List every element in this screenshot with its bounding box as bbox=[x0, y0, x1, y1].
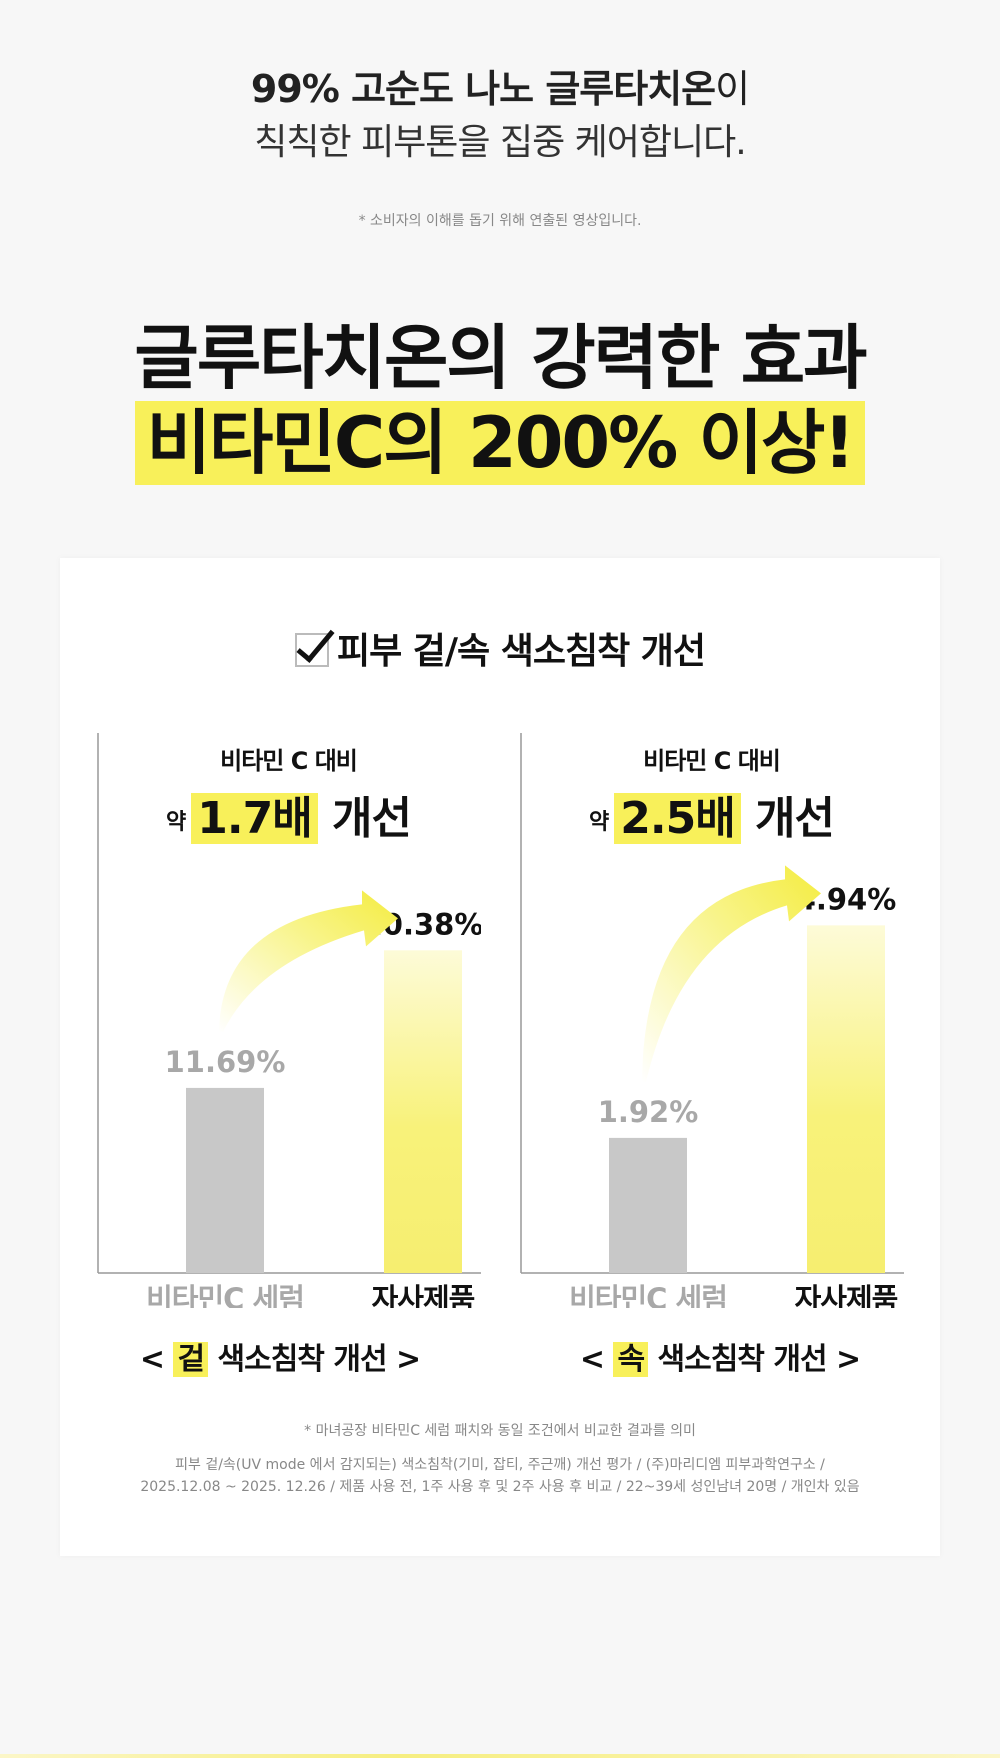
intro-rest: 이 bbox=[715, 67, 750, 111]
chart-panel-outer: 비타민 C 대비 약 1.7배 개선 11.69% 비타민C 세럼 20.38% 자사제… bbox=[96, 733, 481, 1308]
bottom-strip bbox=[0, 1754, 1000, 1758]
footnote-study: 피부 겉/속(UV mode 에서 감지되는) 색소침착(기미, 잡티, 주근깨… bbox=[100, 1454, 900, 1498]
headline-line1: 글루타치온의 강력한 효과 bbox=[134, 317, 867, 399]
about-label: 약 bbox=[166, 810, 186, 835]
intro-line2: 칙칙한 피부톤을 집중 케어합니다. bbox=[254, 122, 746, 163]
category-label: 자사제품 bbox=[372, 1282, 475, 1308]
category-label: 비타민C 세럼 bbox=[146, 1282, 304, 1308]
caption-highlight: 겉 bbox=[173, 1342, 209, 1377]
panel-head: 비타민 C 대비 약 1.7배 개선 bbox=[96, 741, 481, 846]
results-card: 피부 겉/속 색소침착 개선 비타민 C 대비 약 1.7배 개선 11.69% 비… bbox=[60, 558, 940, 1556]
headline-line2: 비타민C의 200% 이상! bbox=[134, 401, 866, 485]
panel-sub: 비타민 C 대비 bbox=[643, 747, 781, 775]
category-label: 자사제품 bbox=[795, 1282, 898, 1308]
caption-inner: < 속 색소침착 개선 > bbox=[500, 1334, 940, 1378]
category-label: 비타민C 세럼 bbox=[569, 1282, 727, 1308]
caption-pre: < bbox=[139, 1342, 174, 1377]
caption-post: 색소침착 개선 > bbox=[648, 1342, 862, 1377]
chart-inner: 1.92%비타민C 세럼4.94%자사제품 bbox=[520, 733, 904, 1308]
improve-label: 개선 bbox=[755, 793, 835, 844]
multiplier-badge: 1.7배 bbox=[191, 793, 318, 844]
caption-post: 색소침착 개선 > bbox=[208, 1342, 422, 1377]
bar-vitamin-c bbox=[186, 1087, 264, 1273]
intro-line1: 99% 고순도 나노 글루타치온이 bbox=[0, 62, 1000, 116]
headline: 글루타치온의 강력한 효과 비타민C의 200% 이상! bbox=[0, 315, 1000, 485]
multiplier-badge: 2.5배 bbox=[614, 793, 741, 844]
intro-bold: 99% 고순도 나노 글루타치온 bbox=[250, 67, 716, 111]
card-title: 피부 겉/속 색소침착 개선 bbox=[60, 622, 940, 674]
data-label: 1.92% bbox=[598, 1095, 699, 1129]
caption-pre: < bbox=[579, 1342, 614, 1377]
caption-outer: < 겉 색소침착 개선 > bbox=[60, 1334, 500, 1378]
bar-own-product bbox=[384, 950, 462, 1273]
growth-arrow-icon bbox=[642, 865, 821, 1082]
growth-arrow-icon bbox=[219, 890, 398, 1032]
footnote-study-line2: 2025.12.08 ~ 2025. 12.26 / 제품 사용 전, 1주 사… bbox=[140, 1479, 860, 1495]
bar-own-product bbox=[807, 925, 885, 1273]
intro: 99% 고순도 나노 글루타치온이 칙칙한 피부톤을 집중 케어합니다. * 소… bbox=[0, 62, 1000, 230]
chart-panel-inner: 비타민 C 대비 약 2.5배 개선 1.92% 비타민C 세럼 4.94% 자사제품 bbox=[519, 733, 904, 1308]
footnote-study-line1: 피부 겉/속(UV mode 에서 감지되는) 색소침착(기미, 잡티, 주근깨… bbox=[175, 1457, 825, 1473]
checkbox-icon bbox=[295, 633, 330, 667]
data-label: 11.69% bbox=[165, 1045, 286, 1079]
card-title-text: 피부 겉/속 색소침착 개선 bbox=[337, 631, 706, 672]
panel-head: 비타민 C 대비 약 2.5배 개선 bbox=[519, 741, 904, 846]
panel-main: 약 2.5배 개선 bbox=[519, 782, 904, 846]
caption-highlight: 속 bbox=[613, 1342, 649, 1377]
panel-main: 약 1.7배 개선 bbox=[96, 782, 481, 846]
panel-sub: 비타민 C 대비 bbox=[220, 747, 358, 775]
intro-note: * 소비자의 이해를 돕기 위해 연출된 영상입니다. bbox=[358, 213, 642, 229]
about-label: 약 bbox=[589, 810, 609, 835]
bar-vitamin-c bbox=[609, 1137, 687, 1273]
footnote-comparison: * 마녀공장 비타민C 세럼 패치와 동일 조건에서 비교한 결과를 의미 bbox=[304, 1423, 696, 1439]
improve-label: 개선 bbox=[332, 793, 412, 844]
